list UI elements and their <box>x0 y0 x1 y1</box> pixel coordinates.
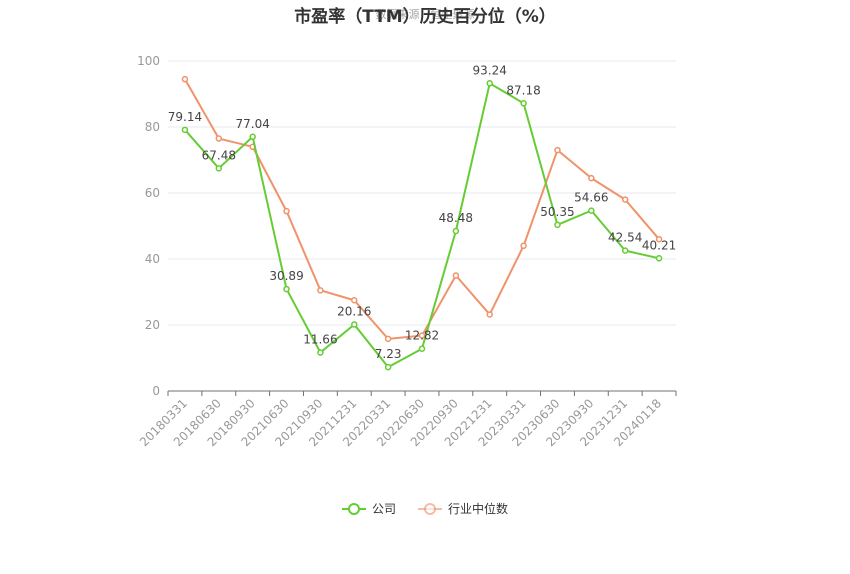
data-point-industry-median-3 <box>283 207 290 215</box>
data-point-company-2 <box>249 133 256 141</box>
data-point-industry-median-10 <box>520 242 527 250</box>
data-label-company-6: 7.23 <box>375 347 402 361</box>
data-point-company-3 <box>283 285 290 293</box>
data-point-company-6 <box>384 363 392 371</box>
legend-item-company[interactable]: 公司 <box>341 500 396 517</box>
y-tick-label-3: 60 <box>145 186 160 200</box>
data-point-company-4 <box>317 349 324 356</box>
data-point-company-9 <box>486 80 493 87</box>
data-point-industry-median-1 <box>215 135 223 142</box>
data-label-company-10: 87.18 <box>506 83 540 97</box>
legend-item-industry-median[interactable]: 行业中位数 <box>418 500 508 517</box>
data-label-company-5: 20.16 <box>337 304 371 318</box>
chart-title: 市盈率（TTM）历史百分位（%） <box>294 7 556 27</box>
data-point-company-12 <box>588 207 595 214</box>
data-point-company-8 <box>452 227 460 235</box>
data-label-company-2: 77.04 <box>235 117 269 131</box>
data-point-industry-median-5 <box>351 297 358 304</box>
data-point-industry-median-11 <box>554 146 561 154</box>
data-point-company-10 <box>520 100 527 107</box>
data-point-industry-median-13 <box>621 196 629 203</box>
data-point-company-11 <box>554 221 561 229</box>
data-point-industry-median-9 <box>486 311 493 318</box>
data-label-company-1: 67.48 <box>202 148 236 162</box>
data-point-industry-median-8 <box>452 272 460 279</box>
data-point-company-13 <box>621 247 629 254</box>
data-point-industry-median-12 <box>588 174 595 182</box>
data-label-company-9: 93.24 <box>473 63 507 77</box>
legend-industry-icon <box>418 502 442 516</box>
legend-industry-label: 行业中位数 <box>448 502 509 516</box>
legend: 公司 行业中位数 <box>0 500 850 517</box>
y-tick-label-0: 0 <box>152 384 160 398</box>
y-tick-label-2: 40 <box>145 252 160 266</box>
data-label-company-14: 40.21 <box>642 238 676 252</box>
data-label-company-0: 79.14 <box>168 110 202 124</box>
y-tick-label-5: 100 <box>137 54 160 68</box>
y-tick-label-4: 80 <box>145 120 160 134</box>
data-point-company-14 <box>655 255 663 262</box>
data-point-company-0 <box>181 126 189 134</box>
data-label-company-8: 48.48 <box>439 211 473 225</box>
y-tick-label-1: 20 <box>145 318 160 332</box>
data-point-company-5 <box>351 321 358 328</box>
data-point-company-1 <box>215 165 223 172</box>
data-point-industry-median-6 <box>384 335 392 343</box>
data-point-industry-median-7 <box>418 332 426 339</box>
data-label-company-13: 42.54 <box>608 231 642 245</box>
legend-company-icon <box>341 502 366 516</box>
data-point-industry-median-4 <box>317 287 324 294</box>
data-label-company-3: 30.89 <box>269 269 303 283</box>
data-point-company-7 <box>418 345 426 352</box>
data-label-company-4: 11.66 <box>303 333 337 347</box>
data-label-company-7: 12.82 <box>405 329 439 343</box>
data-point-industry-median-14 <box>655 235 663 243</box>
data-label-company-12: 54.66 <box>574 191 608 205</box>
data-point-industry-median-0 <box>181 75 189 83</box>
watermark: 数据来源：恒生聚源 <box>375 8 475 21</box>
legend-company-label: 公司 <box>371 502 396 516</box>
data-label-company-11: 50.35 <box>540 205 574 219</box>
